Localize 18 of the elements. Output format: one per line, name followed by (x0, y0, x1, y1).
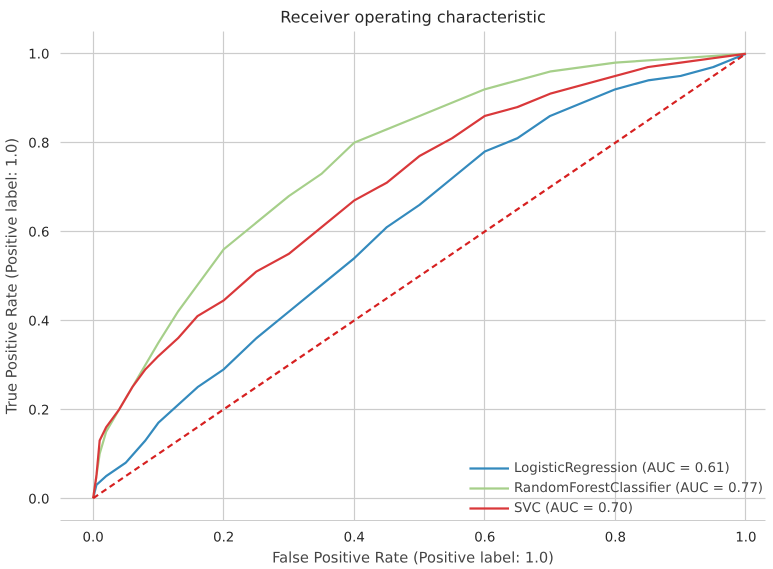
y-tick-label: 0.6 (28, 226, 50, 241)
x-tick-label: 1.0 (735, 530, 757, 546)
y-tick-label: 0.0 (28, 492, 50, 508)
legend-label: SVC (AUC = 0.70) (514, 500, 633, 516)
x-tick-label: 0.4 (344, 530, 365, 546)
x-tick-label: 0.8 (604, 530, 626, 546)
y-tick-label: 0.2 (28, 403, 50, 418)
y-tick-label: 0.8 (28, 136, 50, 152)
y-axis-title: True Positive Rate (Positive label: 1.0) (3, 138, 20, 416)
x-axis-title: False Positive Rate (Positive label: 1.0) (272, 550, 554, 566)
x-tick-label: 0.2 (213, 530, 234, 546)
x-tick-label: 0.0 (82, 530, 104, 546)
x-tick-label: 0.6 (474, 530, 496, 546)
legend-label: LogisticRegression (AUC = 0.61) (514, 460, 730, 476)
legend-label: RandomForestClassifier (AUC = 0.77) (514, 480, 763, 496)
y-tick-label: 0.4 (28, 314, 50, 330)
y-tick-label: 1.0 (28, 48, 50, 63)
chart-title: Receiver operating characteristic (280, 8, 546, 26)
